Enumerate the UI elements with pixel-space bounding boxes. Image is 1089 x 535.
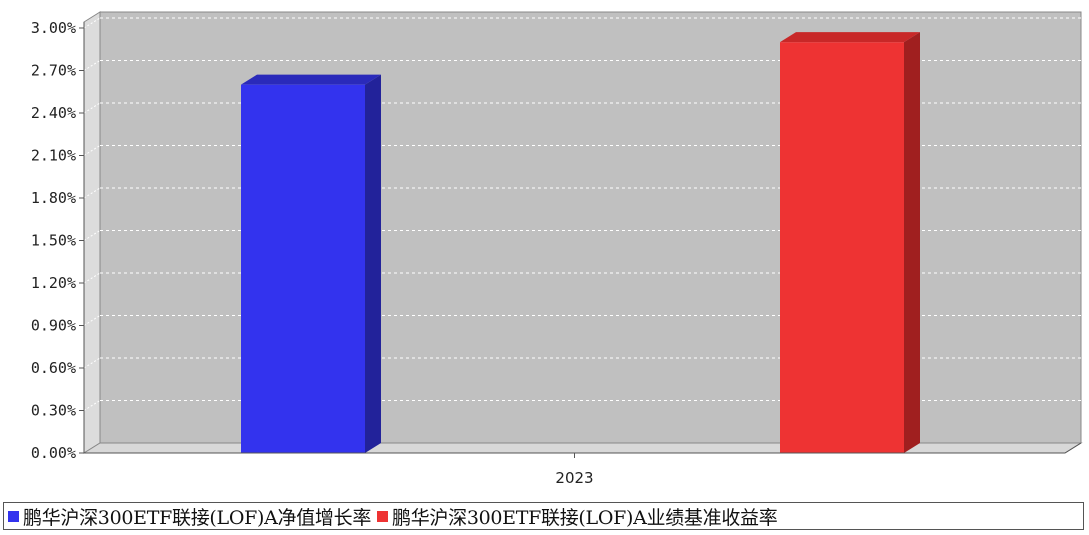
- gridline-wall: [83, 102, 101, 114]
- legend-item: 鹏华沪深300ETF联接(LOF)A净值增长率: [8, 503, 372, 529]
- gridline-wall: [83, 400, 101, 411]
- y-tick-label: 2.10%: [31, 147, 76, 165]
- y-tick-label: 0.00%: [31, 444, 76, 462]
- bar-side: [904, 32, 920, 454]
- legend-swatch: [8, 510, 19, 522]
- gridline-wall: [83, 17, 101, 29]
- bar-chart: 0.00% 0.30% 0.60% 0.90% 1.20% 1.50% 1.80% 2.10%…: [31, 11, 1083, 487]
- plot-floor: [82, 442, 1083, 454]
- legend: 鹏华沪深300ETF联接(LOF)A净值增长率 鹏华沪深300ETF联接(LOF)…: [3, 502, 1084, 530]
- plot-left-wall: [83, 11, 101, 454]
- x-axis-depth: [1064, 442, 1082, 454]
- legend-label: 鹏华沪深300ETF联接(LOF)A净值增长率: [23, 506, 372, 529]
- gridline-wall: [83, 187, 101, 199]
- y-tick-label: 0.30%: [31, 402, 76, 420]
- y-tick-label: 1.50%: [31, 232, 76, 250]
- y-tick-label: 1.20%: [31, 274, 76, 292]
- legend-item: 鹏华沪深300ETF联接(LOF)A业绩基准收益率: [377, 503, 778, 529]
- bars: [241, 32, 920, 454]
- x-category-label: 2023: [555, 469, 593, 487]
- bar-top: [241, 74, 381, 85]
- bar-side: [365, 74, 381, 454]
- gridline-wall: [83, 60, 101, 71]
- y-tick-label: 1.80%: [31, 189, 76, 207]
- legend-label: 鹏华沪深300ETF联接(LOF)A业绩基准收益率: [392, 506, 778, 529]
- x-axis: 2023: [84, 442, 1082, 487]
- legend-swatch: [377, 510, 389, 522]
- y-tick-label: 2.70%: [31, 62, 76, 80]
- bar-front: [780, 42, 904, 454]
- plot-background: [82, 11, 1083, 454]
- gridline-wall: [83, 272, 101, 284]
- bar-front: [241, 84, 365, 454]
- y-tick-label: 3.00%: [31, 19, 76, 37]
- gridline-wall: [83, 357, 101, 369]
- gridline-wall: [83, 230, 101, 241]
- bar-benchmark-return: [780, 32, 920, 454]
- y-tick-label: 2.40%: [31, 104, 76, 122]
- y-axis: 0.00% 0.30% 0.60% 0.90% 1.20% 1.50% 1.80% 2.10%…: [31, 19, 85, 462]
- y-tick-label: 0.90%: [31, 317, 76, 335]
- bar-top: [780, 32, 920, 43]
- y-tick-label: 0.60%: [31, 359, 76, 377]
- gridline-wall: [83, 315, 101, 326]
- bar-nav-growth: [241, 74, 381, 454]
- gridline-wall: [83, 145, 101, 156]
